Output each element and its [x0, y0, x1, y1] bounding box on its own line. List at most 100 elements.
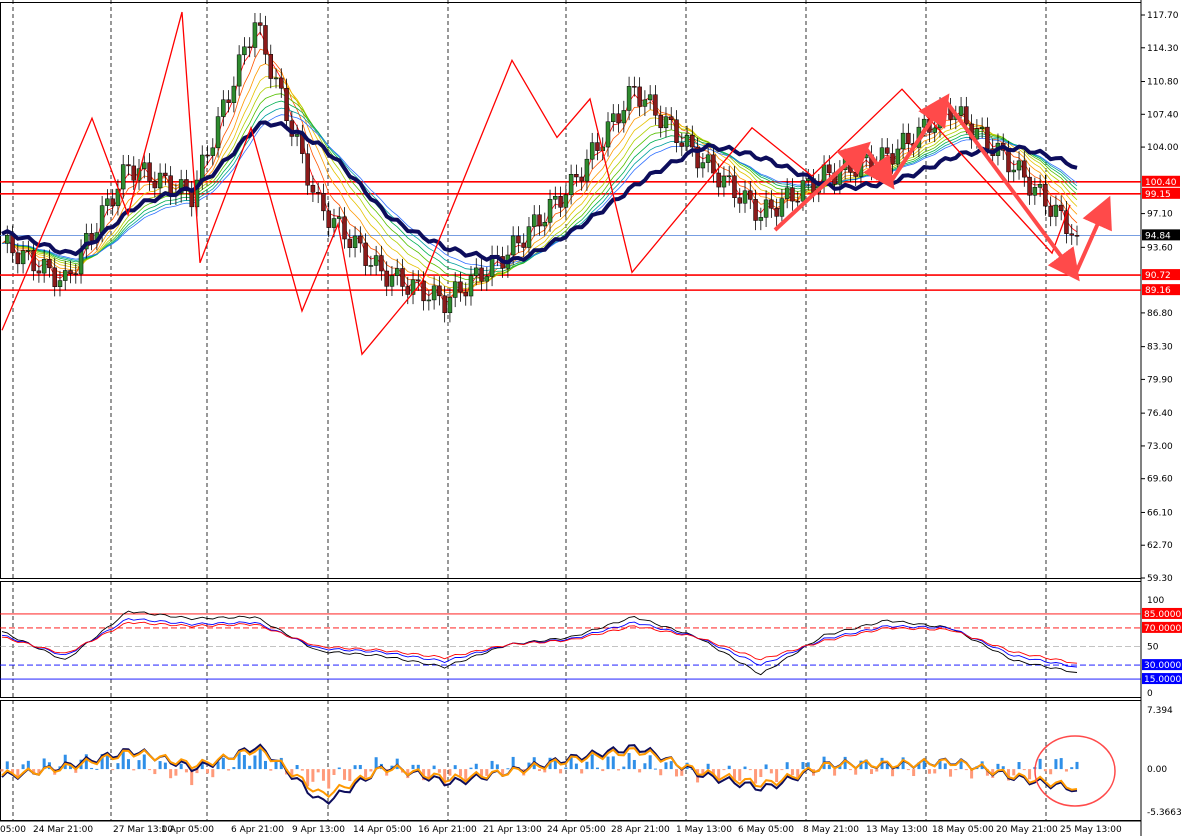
candle-body	[705, 154, 711, 163]
macd-histogram-bar	[432, 765, 436, 770]
macd-histogram-bar	[617, 769, 621, 771]
price-y-tick-label: 107.40	[1147, 110, 1179, 120]
macd-histogram-bar	[311, 769, 315, 782]
macd-y-tick-label: -5.3663	[1147, 808, 1182, 818]
macd-histogram-bar	[933, 769, 937, 774]
candle-body	[885, 147, 890, 154]
rsi-line	[1, 621, 1078, 664]
candle-body	[537, 214, 542, 227]
macd-histogram-bar	[142, 754, 146, 770]
candle-body	[326, 210, 331, 228]
macd-histogram-bar	[564, 767, 568, 770]
candle-body	[890, 153, 895, 165]
candle-body	[516, 235, 521, 244]
price-y-tick-label: 117.70	[1147, 11, 1179, 21]
macd-histogram-bar	[184, 769, 188, 773]
macd-histogram-bar	[1075, 761, 1079, 770]
candle-body	[753, 199, 758, 221]
candle-body	[695, 146, 700, 169]
macd-histogram-bar	[648, 755, 652, 770]
candle-body	[690, 134, 695, 148]
macd-histogram-bar	[169, 769, 173, 779]
candle-body	[242, 46, 247, 56]
macd-histogram-bar	[458, 769, 462, 777]
macd-histogram-bar	[216, 761, 220, 770]
candle-body	[394, 268, 400, 276]
price-level-label: 100.40	[1145, 178, 1177, 188]
macd-histogram-bar	[838, 764, 842, 770]
macd-histogram-bar	[653, 768, 657, 770]
rsi-level-label: 85.0000	[1144, 610, 1181, 620]
macd-histogram-bar	[590, 754, 594, 770]
candle-body	[131, 165, 136, 181]
macd-histogram-bar	[848, 769, 852, 771]
macd-histogram-bar	[754, 769, 758, 784]
candle-body	[468, 275, 474, 297]
candle-body	[331, 218, 337, 228]
x-tick-label: 14 Apr 05:00	[353, 825, 412, 835]
candle-body	[985, 126, 990, 150]
candle-body	[47, 258, 52, 269]
trend-arrow	[1073, 195, 1112, 276]
macd-histogram-bar	[938, 759, 942, 770]
macd-histogram-bar	[906, 769, 910, 771]
candle-body	[437, 285, 442, 297]
macd-histogram-bar	[1064, 769, 1068, 772]
candle-body	[252, 22, 258, 48]
candle-body	[1048, 205, 1053, 217]
candle-body	[347, 238, 353, 248]
candle-body	[62, 270, 68, 281]
macd-histogram-bar	[943, 763, 947, 770]
macd-histogram-bar	[896, 767, 900, 770]
candle-body	[779, 198, 785, 217]
macd-histogram-bar	[232, 767, 236, 770]
zigzag-line	[1, 11, 1071, 356]
macd-histogram-bar	[358, 764, 362, 770]
candle-body	[416, 279, 421, 282]
candle-body	[784, 187, 790, 199]
macd-histogram-bar	[854, 769, 858, 775]
candle-body	[758, 217, 764, 221]
macd-histogram-bar	[833, 769, 837, 776]
macd-histogram-bar	[474, 763, 478, 770]
candle-body	[178, 179, 184, 194]
macd-histogram-bar	[722, 769, 726, 771]
candle-body	[895, 148, 901, 165]
macd-histogram-bar	[163, 762, 167, 770]
trend-arrow	[773, 141, 871, 232]
candle-body	[853, 172, 858, 177]
x-tick-label: 25 May 13:00	[1060, 825, 1122, 835]
rsi-level-badge	[1142, 673, 1182, 685]
macd-histogram-bar	[179, 763, 183, 770]
macd-histogram-bar	[727, 765, 731, 770]
macd-histogram-bar	[585, 761, 589, 770]
x-tick-label: 21 Apr 13:00	[483, 825, 542, 835]
macd-histogram-bar	[42, 758, 46, 770]
macd-histogram-bar	[16, 769, 20, 779]
macd-histogram-bar	[1049, 769, 1053, 775]
candle-body	[474, 267, 479, 276]
price-y-tick-label: 93.60	[1147, 243, 1173, 253]
candle-body	[584, 158, 590, 182]
macd-histogram-bar	[985, 769, 989, 776]
macd-histogram-bar	[290, 769, 294, 778]
candle-body	[1032, 187, 1038, 196]
macd-histogram-bar	[174, 769, 178, 776]
macd-histogram-bar	[553, 759, 557, 770]
price-level-badge	[1142, 284, 1180, 296]
macd-histogram-bar	[353, 765, 357, 770]
macd-histogram-bar	[227, 769, 231, 771]
macd-histogram-bar	[137, 760, 141, 770]
candle-body	[226, 99, 231, 103]
macd-histogram-bar	[32, 769, 36, 775]
candle-body	[679, 142, 685, 147]
candle-body	[1022, 160, 1027, 178]
candle-body	[526, 226, 532, 248]
candle-body	[632, 86, 637, 88]
candle-body	[732, 175, 737, 198]
macd-histogram-bar	[158, 761, 162, 770]
macd-histogram-bar	[148, 769, 152, 771]
